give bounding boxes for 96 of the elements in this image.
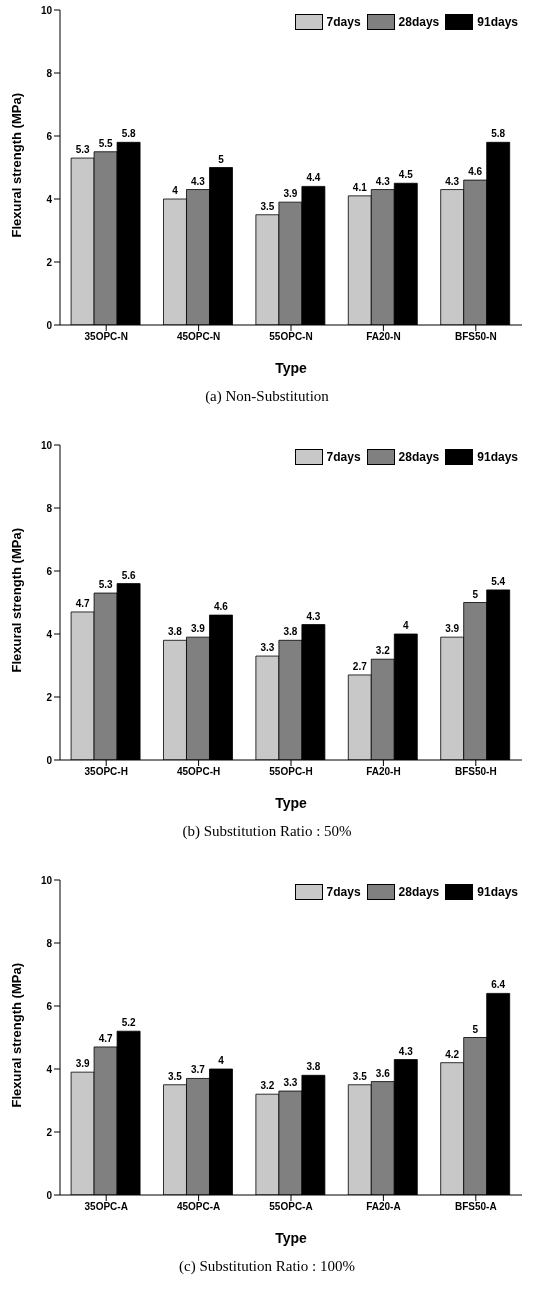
y-tick-label: 2	[46, 256, 53, 268]
data-label: 4.3	[398, 1045, 414, 1057]
legend-label: 91days	[477, 450, 518, 464]
x-axis-title: Type	[275, 795, 308, 811]
y-tick-label: 0	[46, 754, 53, 766]
y-tick-label: 6	[46, 1000, 53, 1012]
data-label: 3.9	[445, 623, 460, 635]
data-label: 4.3	[375, 175, 391, 187]
legend-label: 28days	[398, 15, 440, 29]
x-tick-label: 55OPC-H	[269, 766, 313, 778]
y-tick-label: 2	[46, 691, 53, 703]
data-label: 5.2	[121, 1017, 136, 1029]
data-label: 3.9	[283, 188, 298, 200]
data-label: 3.5	[352, 1070, 368, 1082]
data-label: 3.8	[306, 1061, 321, 1073]
y-tick-label: 6	[46, 130, 53, 142]
y-tick-label: 4	[46, 193, 53, 205]
x-tick-label: FA20-A	[366, 1201, 401, 1213]
data-label: 4.3	[306, 610, 321, 622]
data-label: 4.3	[191, 175, 206, 187]
legend-label: 7days	[326, 885, 361, 899]
x-tick-label: 45OPC-H	[176, 766, 221, 778]
data-label: 3.8	[283, 626, 298, 638]
data-label: 3.5	[168, 1070, 183, 1082]
data-label: 4.7	[98, 1032, 113, 1044]
x-tick-label: BFS50-A	[454, 1201, 497, 1213]
legend-label: 28days	[398, 450, 440, 464]
data-label: 6.4	[491, 979, 506, 991]
data-label: 3.9	[75, 1058, 90, 1070]
data-label: 5	[218, 153, 225, 165]
data-label: 5.4	[491, 575, 506, 587]
data-label: 3.2	[260, 1080, 275, 1092]
legend-label: 28days	[398, 885, 440, 899]
y-tick-label: 10	[40, 439, 53, 451]
x-tick-label: 45OPC-N	[176, 331, 221, 343]
y-tick-label: 4	[46, 1063, 53, 1075]
data-label: 4	[218, 1055, 225, 1066]
y-tick-label: 8	[46, 67, 53, 79]
y-tick-label: 2	[46, 1126, 53, 1138]
x-tick-label: FA20-N	[366, 331, 401, 343]
y-tick-label: 0	[46, 1189, 53, 1201]
x-tick-label: 35OPC-H	[84, 766, 128, 778]
data-label: 3.7	[191, 1064, 206, 1076]
data-label: 4.1	[352, 181, 368, 193]
x-axis-title: Type	[275, 360, 308, 376]
data-label: 3.5	[260, 200, 275, 212]
y-tick-label: 8	[46, 502, 53, 514]
data-label: 2.7	[352, 660, 368, 672]
x-tick-label: 55OPC-A	[269, 1201, 313, 1213]
x-tick-label: FA20-H	[366, 766, 401, 778]
data-label: 4.2	[445, 1048, 460, 1060]
data-label: 5	[472, 588, 479, 600]
data-label: 4.7	[75, 597, 90, 609]
text: (c) Substitution Ratio : 100%	[178, 1258, 356, 1275]
data-label: 3.9	[191, 623, 206, 635]
x-tick-label: 35OPC-A	[84, 1201, 128, 1213]
data-label: 5.3	[98, 579, 113, 591]
x-tick-label: 55OPC-N	[269, 331, 313, 343]
y-tick-label: 10	[40, 874, 53, 886]
data-label: 3.2	[375, 645, 391, 657]
x-axis-title: Type	[275, 1230, 308, 1246]
data-label: 4.6	[214, 601, 229, 613]
data-label: 4.4	[306, 172, 321, 184]
data-label: 3.6	[375, 1067, 391, 1079]
data-label: 5.8	[121, 128, 136, 140]
data-label: 4	[403, 620, 410, 631]
y-axis-title: Flexural strength (MPa)	[8, 93, 24, 238]
y-tick-label: 6	[46, 565, 53, 577]
data-label: 3.3	[283, 1077, 298, 1089]
y-axis-title: Flexural strength (MPa)	[8, 528, 24, 673]
text: (a) Non-Substitution	[204, 388, 330, 405]
x-tick-label: 45OPC-A	[176, 1201, 221, 1213]
x-tick-label: 35OPC-N	[84, 331, 128, 343]
data-label: 5.5	[98, 137, 113, 149]
y-tick-label: 8	[46, 937, 53, 949]
data-label: 4.5	[398, 169, 414, 181]
data-label: 4	[172, 185, 179, 196]
data-label: 4.3	[445, 175, 460, 187]
data-label: 3.8	[168, 626, 183, 638]
text: (b) Substitution Ratio : 50%	[181, 823, 353, 840]
legend-label: 91days	[477, 15, 518, 29]
legend-label: 7days	[326, 450, 361, 464]
x-tick-label: BFS50-N	[454, 331, 497, 343]
data-label: 5.3	[75, 144, 90, 156]
y-axis-title: Flexural strength (MPa)	[8, 963, 24, 1108]
data-label: 5	[472, 1023, 479, 1035]
data-label: 5.8	[491, 128, 506, 140]
legend-label: 91days	[477, 885, 518, 899]
y-tick-label: 4	[46, 628, 53, 640]
data-label: 4.6	[468, 166, 483, 178]
data-label: 5.6	[121, 569, 136, 581]
x-tick-label: BFS50-H	[454, 766, 497, 778]
y-tick-label: 0	[46, 319, 53, 331]
y-tick-label: 10	[40, 4, 53, 16]
legend-label: 7days	[326, 15, 361, 29]
data-label: 3.3	[260, 642, 275, 654]
